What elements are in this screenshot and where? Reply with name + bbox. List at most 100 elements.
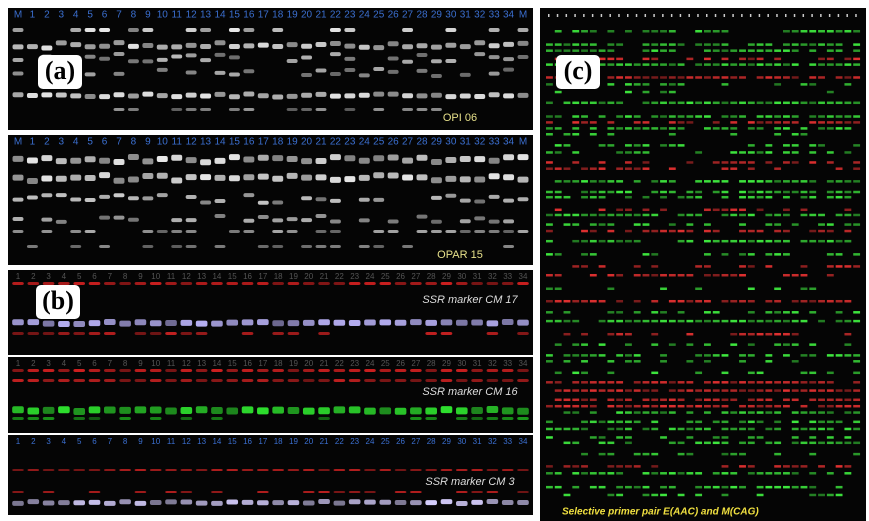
lane-label: 4 [62,359,67,368]
band [853,360,860,363]
band [599,49,606,52]
band [517,332,529,335]
band [456,469,468,471]
band [441,282,453,285]
band [518,197,529,201]
lane-label: 22 [330,137,342,148]
band [730,63,737,66]
band [89,320,101,326]
lane-label: 15 [229,137,241,148]
band [243,230,254,233]
band [765,151,772,154]
band [590,121,597,124]
band [157,193,168,197]
band [713,191,720,194]
band [287,173,298,179]
band [853,144,860,147]
band [128,94,139,99]
band [330,177,341,183]
band [316,214,327,218]
band [395,379,407,382]
band [564,167,571,170]
band [634,121,641,124]
band [555,274,562,277]
band [757,196,764,199]
band [853,453,860,456]
band [211,417,223,420]
band [792,442,799,445]
band [669,144,676,147]
band [660,288,667,291]
band [104,369,116,372]
lane-label: 31 [460,10,472,21]
band [301,56,312,60]
band [844,115,851,118]
band [70,158,81,164]
band [12,379,24,382]
band [373,155,384,161]
band [713,121,720,124]
band [722,453,729,456]
band [359,198,370,202]
band [836,43,843,46]
band [229,28,240,32]
band [669,389,676,392]
band [625,30,632,33]
band [783,399,790,402]
band [359,93,370,98]
band [792,151,799,154]
band [801,214,808,217]
band [58,469,70,471]
band [607,30,614,33]
band [827,300,834,303]
band [818,494,825,497]
band [722,274,729,277]
band [334,369,346,372]
band [546,465,553,468]
band [827,411,834,414]
band [739,411,746,414]
band [243,92,254,97]
band [599,354,606,357]
band [616,333,623,336]
band [643,214,650,217]
band [809,121,816,124]
band [272,379,284,382]
band [792,191,799,194]
band [643,76,650,79]
band [135,406,147,413]
band [41,230,52,233]
band [765,121,772,124]
band [171,94,182,99]
band [445,59,456,63]
lane-label: 24 [359,137,371,148]
lane-tick [750,14,752,17]
band [765,102,772,105]
band [739,360,746,363]
band [722,411,729,414]
lane-label: 34 [503,137,515,148]
band [660,76,667,79]
band [58,282,70,285]
band [651,300,658,303]
band [581,265,588,268]
band [410,407,422,414]
band [678,196,685,199]
band [373,230,384,233]
band [460,156,471,162]
band [471,407,483,414]
band [135,282,147,285]
band [783,311,790,314]
band [316,42,327,47]
band [243,43,254,48]
band [43,469,55,471]
band [853,428,860,431]
lane-label: 9 [138,272,143,281]
band [651,191,658,194]
band [590,167,597,170]
band [634,180,641,183]
band [186,28,197,32]
band [229,175,240,181]
band [12,332,24,335]
band [739,381,746,384]
